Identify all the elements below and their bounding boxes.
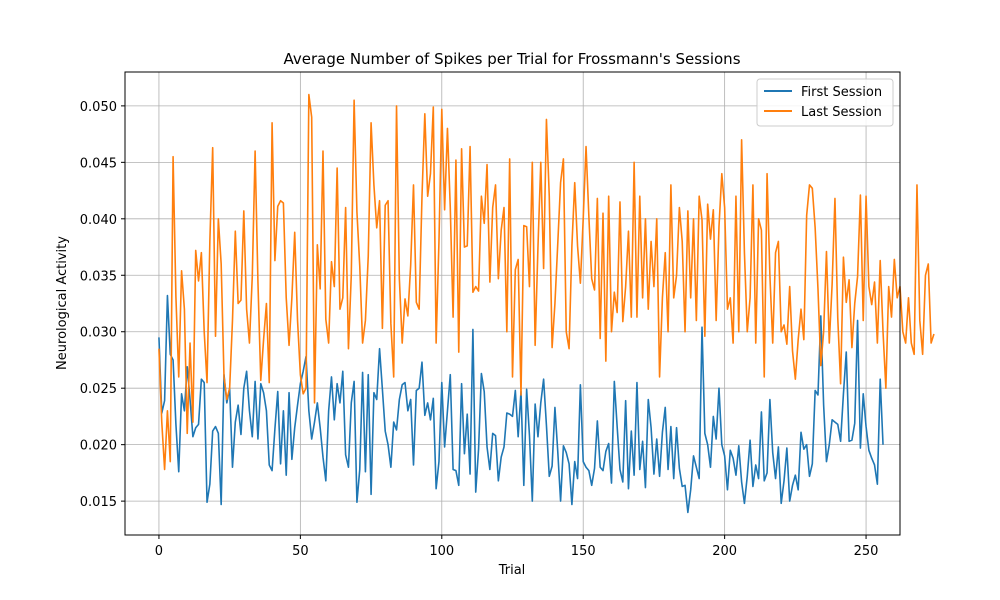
x-tick-label: 50	[292, 544, 309, 559]
y-tick-label: 0.030	[80, 326, 117, 341]
y-tick-label: 0.020	[80, 439, 117, 454]
x-axis-label: Trial	[498, 563, 526, 578]
y-tick-label: 0.025	[80, 382, 117, 397]
chart-title: Average Number of Spikes per Trial for F…	[283, 50, 740, 68]
legend-label-last-session: Last Session	[801, 105, 882, 120]
x-tick-label: 150	[571, 544, 596, 559]
y-tick-label: 0.015	[80, 495, 117, 510]
y-axis-label: Neurological Activity	[55, 236, 70, 370]
legend-label-first-session: First Session	[801, 85, 882, 100]
series-line-last-session	[158, 93, 935, 471]
legend: First Session Last Session	[756, 78, 894, 127]
x-tick-label: 0	[155, 544, 163, 559]
plot-frame	[124, 71, 901, 536]
x-tick-label: 200	[712, 544, 737, 559]
y-tick-label: 0.045	[80, 156, 117, 171]
y-axis-ticks: 0.015 0.020 0.025 0.030 0.035 0.040 0.045 0.050	[80, 100, 125, 510]
x-tick-label: 100	[429, 544, 454, 559]
x-axis-ticks: 0 50 100 150 200 250	[155, 535, 879, 559]
y-tick-label: 0.040	[80, 213, 117, 228]
y-tick-label: 0.050	[80, 100, 117, 115]
x-tick-label: 250	[854, 544, 879, 559]
y-tick-label: 0.035	[80, 269, 117, 284]
series-layer	[158, 93, 935, 514]
